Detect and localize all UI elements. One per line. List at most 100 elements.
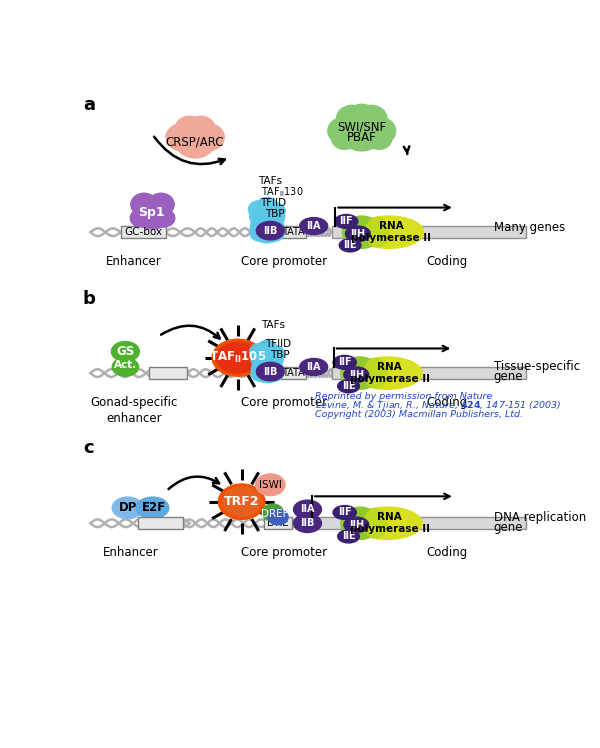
Text: CRSP/ARC: CRSP/ARC (166, 135, 224, 149)
Text: IIH: IIH (349, 520, 364, 530)
Ellipse shape (250, 224, 270, 242)
Text: IIF: IIF (338, 507, 352, 518)
Text: IIA: IIA (307, 362, 321, 372)
Ellipse shape (339, 239, 361, 252)
Ellipse shape (333, 506, 356, 519)
Text: SWI/SNF: SWI/SNF (337, 120, 386, 133)
Ellipse shape (344, 517, 369, 533)
Ellipse shape (256, 362, 284, 381)
Bar (149, 367, 187, 379)
Text: b: b (83, 290, 95, 308)
Ellipse shape (352, 357, 422, 389)
Text: IIA: IIA (307, 221, 321, 231)
Ellipse shape (248, 201, 268, 218)
Text: a: a (83, 96, 95, 114)
Text: IIB: IIB (263, 226, 277, 236)
Ellipse shape (175, 116, 203, 140)
Ellipse shape (112, 497, 143, 518)
Ellipse shape (346, 226, 370, 242)
Ellipse shape (187, 116, 215, 140)
Bar (138, 517, 183, 530)
Text: Levine, M. & Tjian, R., Nature, $\mathbf{424}$, 147-151 (2003): Levine, M. & Tjian, R., Nature, $\mathbf… (315, 399, 562, 412)
Text: IIA: IIA (300, 504, 315, 515)
Ellipse shape (328, 117, 361, 145)
Ellipse shape (267, 346, 284, 361)
Text: IIH: IIH (349, 370, 364, 380)
Ellipse shape (166, 124, 197, 150)
Text: DP: DP (119, 501, 137, 515)
Ellipse shape (338, 530, 359, 543)
Ellipse shape (112, 342, 139, 361)
Text: Sp1: Sp1 (137, 206, 164, 219)
Ellipse shape (364, 358, 388, 387)
Ellipse shape (352, 507, 422, 539)
Ellipse shape (193, 124, 224, 150)
Ellipse shape (259, 206, 284, 228)
Ellipse shape (256, 221, 284, 240)
Ellipse shape (259, 348, 284, 369)
Text: DRE: DRE (267, 518, 289, 528)
Ellipse shape (250, 214, 284, 243)
Ellipse shape (131, 193, 157, 215)
Text: RNA
polymerase II: RNA polymerase II (351, 221, 431, 243)
Text: c: c (83, 438, 94, 456)
Text: TATA: TATA (282, 368, 305, 378)
Ellipse shape (257, 340, 277, 358)
Text: PBAF: PBAF (347, 131, 377, 144)
Text: TATA: TATA (282, 227, 305, 237)
Ellipse shape (337, 105, 368, 132)
Ellipse shape (335, 215, 358, 228)
Ellipse shape (256, 197, 278, 215)
Text: gene: gene (493, 521, 523, 533)
Text: TBP: TBP (265, 209, 285, 218)
Text: TAF$_\mathregular{II}$130: TAF$_\mathregular{II}$130 (261, 186, 304, 199)
Text: Reprinted by permission from Nature: Reprinted by permission from Nature (315, 392, 493, 401)
Ellipse shape (251, 348, 275, 369)
Text: DNA replication: DNA replication (493, 511, 586, 524)
Text: Many genes: Many genes (493, 221, 565, 234)
Text: IIB: IIB (263, 367, 277, 376)
Text: TBP: TBP (270, 349, 289, 360)
Ellipse shape (341, 357, 380, 389)
Ellipse shape (332, 128, 357, 150)
Text: TFIID: TFIID (265, 339, 291, 349)
Text: IIE: IIE (342, 381, 355, 391)
Ellipse shape (267, 203, 285, 218)
Text: gene: gene (493, 370, 523, 384)
Text: Enhancer: Enhancer (103, 546, 158, 560)
Text: TAFs: TAFs (262, 320, 286, 331)
Text: IIF: IIF (340, 216, 353, 227)
Ellipse shape (251, 356, 283, 383)
Text: TAF$_\mathregular{II}$105: TAF$_\mathregular{II}$105 (209, 350, 266, 365)
Text: IIE: IIE (342, 531, 355, 542)
Ellipse shape (364, 509, 388, 538)
Text: E2F: E2F (142, 501, 166, 515)
Text: GS: GS (116, 345, 134, 358)
Ellipse shape (338, 380, 359, 393)
Ellipse shape (293, 514, 322, 533)
Bar (332, 367, 526, 379)
Ellipse shape (367, 128, 392, 150)
Text: IIB: IIB (301, 518, 314, 528)
Bar (281, 367, 306, 379)
Ellipse shape (365, 218, 389, 247)
Ellipse shape (344, 367, 369, 382)
Bar (264, 518, 292, 529)
Ellipse shape (148, 193, 174, 215)
Text: Coding: Coding (427, 255, 467, 269)
Ellipse shape (333, 355, 356, 370)
Bar (309, 517, 526, 530)
Ellipse shape (250, 343, 268, 360)
Ellipse shape (262, 504, 283, 521)
Ellipse shape (341, 507, 380, 539)
Ellipse shape (112, 358, 139, 376)
Text: DREF: DREF (261, 509, 289, 519)
Text: Core promoter: Core promoter (241, 396, 328, 409)
Text: IIF: IIF (338, 358, 352, 367)
Text: TRF2: TRF2 (224, 495, 259, 508)
Ellipse shape (343, 216, 381, 248)
Ellipse shape (136, 497, 169, 518)
Ellipse shape (268, 509, 288, 525)
Text: IIH: IIH (350, 229, 365, 239)
Ellipse shape (134, 197, 171, 229)
